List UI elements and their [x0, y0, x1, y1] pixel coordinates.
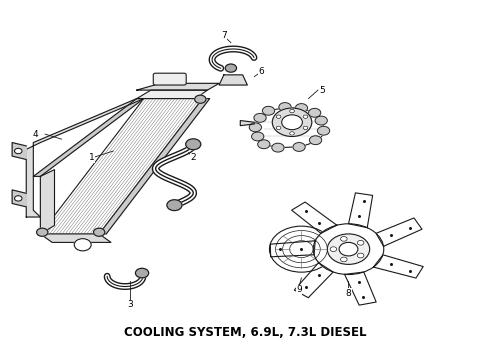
Circle shape	[295, 104, 308, 112]
Text: 5: 5	[320, 86, 325, 95]
Circle shape	[279, 103, 291, 112]
Text: 3: 3	[127, 301, 133, 310]
Circle shape	[251, 132, 264, 141]
Circle shape	[275, 230, 327, 268]
Polygon shape	[12, 143, 26, 159]
Circle shape	[258, 140, 270, 149]
Circle shape	[357, 253, 364, 258]
Polygon shape	[270, 241, 315, 257]
Circle shape	[254, 113, 266, 122]
Circle shape	[318, 126, 330, 135]
Polygon shape	[294, 263, 333, 298]
Polygon shape	[40, 99, 203, 234]
Polygon shape	[376, 218, 422, 246]
Circle shape	[309, 108, 321, 117]
Circle shape	[15, 196, 22, 201]
Circle shape	[293, 143, 305, 151]
Text: 9: 9	[296, 285, 302, 294]
Circle shape	[282, 115, 302, 130]
Text: 4: 4	[33, 130, 39, 139]
Polygon shape	[40, 170, 54, 234]
Circle shape	[290, 109, 294, 113]
Circle shape	[313, 224, 384, 275]
Polygon shape	[12, 190, 26, 207]
Polygon shape	[219, 75, 247, 85]
Polygon shape	[344, 272, 376, 305]
Circle shape	[249, 123, 262, 132]
Circle shape	[272, 108, 312, 136]
Circle shape	[341, 237, 347, 241]
Circle shape	[327, 234, 369, 264]
Circle shape	[135, 268, 148, 278]
Text: 2: 2	[191, 153, 196, 162]
Polygon shape	[26, 99, 144, 217]
Polygon shape	[348, 193, 372, 228]
Polygon shape	[137, 83, 219, 90]
Circle shape	[37, 228, 48, 236]
Circle shape	[357, 240, 364, 245]
Circle shape	[276, 126, 281, 130]
Circle shape	[310, 136, 321, 145]
Circle shape	[341, 257, 347, 262]
Circle shape	[276, 115, 281, 118]
FancyBboxPatch shape	[153, 73, 186, 85]
Circle shape	[339, 242, 358, 256]
Polygon shape	[373, 255, 423, 278]
Circle shape	[186, 139, 201, 150]
Text: 8: 8	[345, 289, 351, 298]
Text: COOLING SYSTEM, 6.9L, 7.3L DIESEL: COOLING SYSTEM, 6.9L, 7.3L DIESEL	[124, 326, 366, 339]
Circle shape	[283, 236, 320, 263]
Circle shape	[290, 132, 294, 135]
Circle shape	[167, 200, 182, 211]
Polygon shape	[255, 107, 325, 148]
Circle shape	[315, 116, 327, 125]
Circle shape	[303, 115, 308, 118]
Polygon shape	[292, 202, 337, 233]
Circle shape	[290, 241, 313, 258]
Text: 1: 1	[89, 153, 95, 162]
Circle shape	[303, 126, 308, 130]
Circle shape	[330, 247, 337, 252]
Text: 6: 6	[259, 67, 264, 76]
Polygon shape	[33, 99, 144, 176]
Polygon shape	[40, 234, 111, 242]
Circle shape	[15, 148, 22, 154]
Circle shape	[263, 106, 274, 115]
Text: 7: 7	[221, 31, 227, 40]
Circle shape	[272, 143, 284, 152]
Polygon shape	[240, 121, 254, 126]
Circle shape	[225, 64, 237, 72]
Polygon shape	[99, 99, 210, 234]
Circle shape	[94, 228, 105, 236]
Circle shape	[74, 239, 91, 251]
Polygon shape	[137, 90, 207, 99]
Circle shape	[270, 226, 333, 272]
Circle shape	[195, 95, 206, 103]
